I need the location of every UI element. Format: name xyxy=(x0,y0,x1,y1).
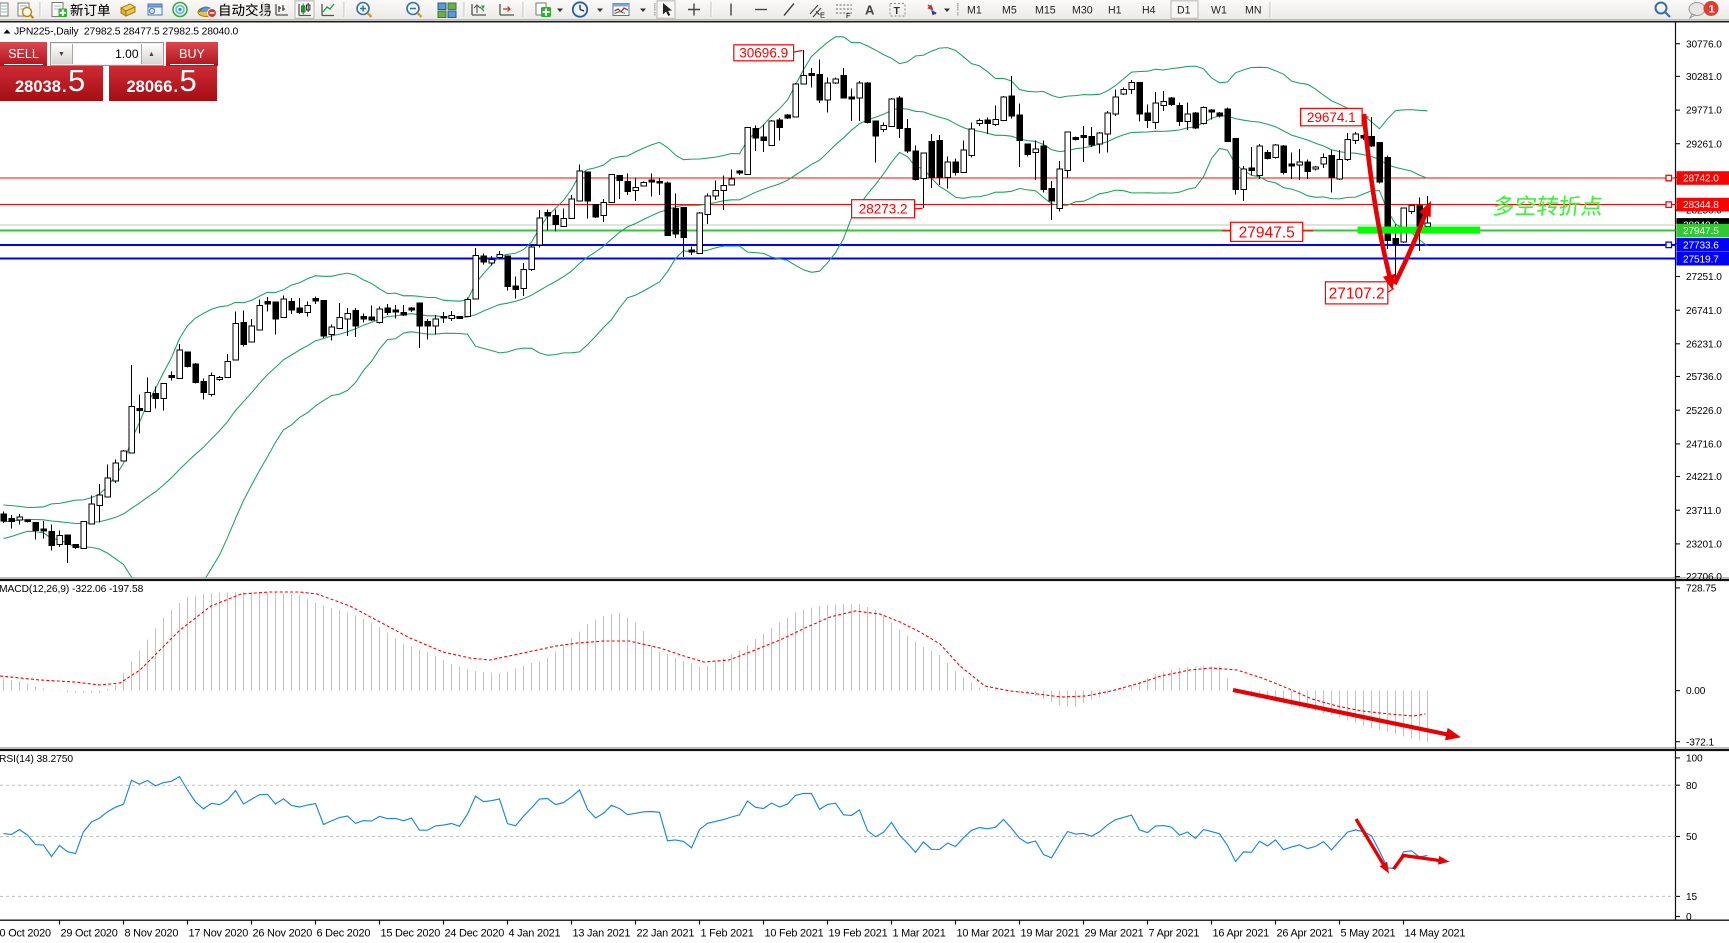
svg-text:0: 0 xyxy=(1686,912,1692,923)
svg-text:-372.1: -372.1 xyxy=(1686,737,1715,748)
svg-text:M1: M1 xyxy=(967,5,982,17)
svg-text:E: E xyxy=(820,11,825,20)
svg-text:29674.1: 29674.1 xyxy=(1307,110,1356,125)
svg-text:H4: H4 xyxy=(1142,5,1156,17)
svg-text:30281.0: 30281.0 xyxy=(1686,72,1722,83)
svg-text:14 May 2021: 14 May 2021 xyxy=(1405,928,1466,940)
svg-text:5 May 2021: 5 May 2021 xyxy=(1341,928,1396,940)
svg-text:728.75: 728.75 xyxy=(1686,584,1717,595)
svg-text:H1: H1 xyxy=(1108,5,1122,17)
svg-text:27519.7: 27519.7 xyxy=(1683,254,1719,265)
svg-text:27947.5: 27947.5 xyxy=(1683,226,1719,237)
svg-text:29261.0: 29261.0 xyxy=(1686,139,1722,150)
svg-text:M30: M30 xyxy=(1072,5,1093,17)
svg-text:6 Dec 2020: 6 Dec 2020 xyxy=(317,928,371,940)
svg-text:20 Oct 2020: 20 Oct 2020 xyxy=(0,928,51,940)
svg-text:50: 50 xyxy=(1686,832,1698,843)
svg-text:24716.0: 24716.0 xyxy=(1686,440,1722,451)
svg-text:27107.2: 27107.2 xyxy=(1329,285,1385,302)
svg-text:27733.6: 27733.6 xyxy=(1683,240,1719,251)
svg-text:23711.0: 23711.0 xyxy=(1686,506,1722,517)
svg-text:27251.0: 27251.0 xyxy=(1686,272,1722,283)
svg-text:M15: M15 xyxy=(1035,5,1056,17)
svg-text:M5: M5 xyxy=(1002,5,1017,17)
svg-text:0.00: 0.00 xyxy=(1686,686,1706,697)
svg-text:29 Oct 2020: 29 Oct 2020 xyxy=(61,928,118,940)
svg-text:26231.0: 26231.0 xyxy=(1686,339,1722,350)
svg-text:17 Nov 2020: 17 Nov 2020 xyxy=(189,928,249,940)
svg-text:24221.0: 24221.0 xyxy=(1686,472,1722,483)
svg-text:22706.0: 22706.0 xyxy=(1686,572,1722,583)
svg-text:28344.8: 28344.8 xyxy=(1683,200,1719,211)
svg-text:29 Mar 2021: 29 Mar 2021 xyxy=(1085,928,1144,940)
svg-text:26 Apr 2021: 26 Apr 2021 xyxy=(1277,928,1334,940)
svg-text:RSI(14) 38.2750: RSI(14) 38.2750 xyxy=(0,754,73,765)
svg-text:8 Nov 2020: 8 Nov 2020 xyxy=(125,928,179,940)
svg-text:24 Dec 2020: 24 Dec 2020 xyxy=(445,928,505,940)
svg-text:1: 1 xyxy=(1709,4,1715,16)
svg-text:MACD(12,26,9) -322.06 -197.58: MACD(12,26,9) -322.06 -197.58 xyxy=(0,584,144,595)
svg-text:19 Feb 2021: 19 Feb 2021 xyxy=(829,928,888,940)
svg-text:16 Apr 2021: 16 Apr 2021 xyxy=(1213,928,1270,940)
svg-text:29771.0: 29771.0 xyxy=(1686,106,1722,117)
svg-text:28273.2: 28273.2 xyxy=(859,202,908,217)
svg-text:30776.0: 30776.0 xyxy=(1686,39,1722,50)
svg-text:15 Dec 2020: 15 Dec 2020 xyxy=(381,928,441,940)
svg-text:A: A xyxy=(865,3,875,18)
svg-text:80: 80 xyxy=(1686,781,1698,792)
svg-text:MN: MN xyxy=(1245,5,1261,17)
svg-text:T: T xyxy=(894,5,901,17)
svg-text:23201.0: 23201.0 xyxy=(1686,540,1722,551)
svg-text:D1: D1 xyxy=(1177,5,1191,17)
svg-text:7 Apr 2021: 7 Apr 2021 xyxy=(1149,928,1200,940)
svg-text:26741.0: 26741.0 xyxy=(1686,306,1722,317)
svg-text:27947.5: 27947.5 xyxy=(1239,224,1295,241)
svg-text:30696.9: 30696.9 xyxy=(739,46,788,61)
svg-text:26 Nov 2020: 26 Nov 2020 xyxy=(253,928,313,940)
svg-text:100: 100 xyxy=(1686,754,1703,765)
svg-text:22 Jan 2021: 22 Jan 2021 xyxy=(637,928,695,940)
svg-text:13 Jan 2021: 13 Jan 2021 xyxy=(573,928,631,940)
svg-text:28742.0: 28742.0 xyxy=(1683,174,1719,185)
svg-text:1 Feb 2021: 1 Feb 2021 xyxy=(701,928,754,940)
svg-text:25226.0: 25226.0 xyxy=(1686,406,1722,417)
svg-text:4 Jan 2021: 4 Jan 2021 xyxy=(509,928,561,940)
svg-text:1 Mar 2021: 1 Mar 2021 xyxy=(893,928,946,940)
svg-text:19 Mar 2021: 19 Mar 2021 xyxy=(1021,928,1080,940)
svg-text:W1: W1 xyxy=(1211,5,1227,17)
svg-text:10 Mar 2021: 10 Mar 2021 xyxy=(957,928,1016,940)
svg-text:JPN225-,Daily 27982.5 28477.5: JPN225-,Daily 27982.5 28477.5 27982.5 28… xyxy=(14,27,239,38)
svg-text:15: 15 xyxy=(1686,892,1698,903)
svg-text:25736.0: 25736.0 xyxy=(1686,372,1722,383)
svg-text:10 Feb 2021: 10 Feb 2021 xyxy=(765,928,824,940)
svg-text:F: F xyxy=(846,11,851,20)
